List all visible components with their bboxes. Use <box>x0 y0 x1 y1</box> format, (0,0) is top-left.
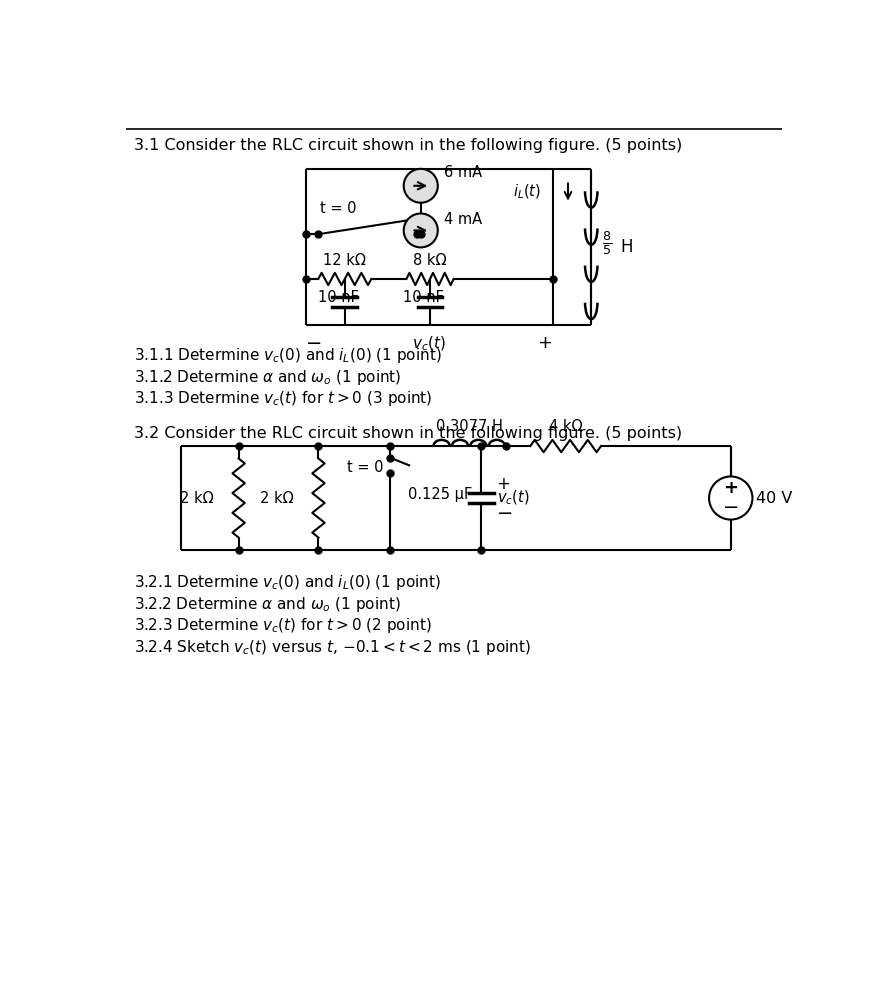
Text: 40 V: 40 V <box>756 490 792 506</box>
Text: $\frac{8}{5}$: $\frac{8}{5}$ <box>602 230 612 257</box>
Text: 4 kΩ: 4 kΩ <box>549 419 582 434</box>
Text: 3.1.1 Determine $v_c(0)$ and $i_L(0)$ (1 point): 3.1.1 Determine $v_c(0)$ and $i_L(0)$ (1… <box>134 346 442 365</box>
Text: 0.125 μF: 0.125 μF <box>408 487 472 502</box>
Text: 8 kΩ: 8 kΩ <box>413 253 447 268</box>
Text: t = 0: t = 0 <box>320 201 356 216</box>
Text: −: − <box>497 504 513 523</box>
Text: 3.1.3 Determine $v_c(t)$ for $t>0$ (3 point): 3.1.3 Determine $v_c(t)$ for $t>0$ (3 po… <box>134 389 432 408</box>
Circle shape <box>404 169 438 203</box>
Text: 10 nF: 10 nF <box>318 290 359 305</box>
Text: 3.2.2 Determine $\alpha$ and $\omega_o$ (1 point): 3.2.2 Determine $\alpha$ and $\omega_o$ … <box>134 595 400 614</box>
Text: 6 mA: 6 mA <box>444 164 482 179</box>
Text: 3.2.1 Determine $v_c(0)$ and $i_L(0)$ (1 point): 3.2.1 Determine $v_c(0)$ and $i_L(0)$ (1… <box>134 573 441 592</box>
Text: 2 kΩ: 2 kΩ <box>260 490 293 506</box>
Text: +: + <box>723 479 738 497</box>
Text: 3.1.2 Determine $\alpha$ and $\omega_o$ (1 point): 3.1.2 Determine $\alpha$ and $\omega_o$ … <box>134 367 401 386</box>
Text: 3.2 Consider the RLC circuit shown in the following figure. (5 points): 3.2 Consider the RLC circuit shown in th… <box>134 426 682 441</box>
Text: 10 nF: 10 nF <box>403 290 444 305</box>
Text: +: + <box>497 475 510 493</box>
Text: 4 mA: 4 mA <box>444 212 482 227</box>
Text: $v_c(t)$: $v_c(t)$ <box>412 335 447 352</box>
Text: H: H <box>621 238 633 256</box>
Text: 12 kΩ: 12 kΩ <box>323 253 366 268</box>
Text: $i_L(t)$: $i_L(t)$ <box>513 183 540 201</box>
Text: 3.2.3 Determine $v_c(t)$ for $t>0$ (2 point): 3.2.3 Determine $v_c(t)$ for $t>0$ (2 po… <box>134 616 431 636</box>
Text: $v_c(t)$: $v_c(t)$ <box>497 489 529 507</box>
Text: +: + <box>537 335 552 352</box>
Text: 3.1 Consider the RLC circuit shown in the following figure. (5 points): 3.1 Consider the RLC circuit shown in th… <box>134 138 682 153</box>
Text: −: − <box>306 335 322 353</box>
Text: t = 0: t = 0 <box>347 460 384 475</box>
Text: 2 kΩ: 2 kΩ <box>180 490 214 506</box>
Circle shape <box>404 214 438 248</box>
Text: 0.3077 H: 0.3077 H <box>436 419 502 434</box>
Text: −: − <box>723 498 739 517</box>
Text: 3.2.4 Sketch $v_c(t)$ versus $t$, $-0.1<t<2$ ms (1 point): 3.2.4 Sketch $v_c(t)$ versus $t$, $-0.1<… <box>134 638 531 656</box>
